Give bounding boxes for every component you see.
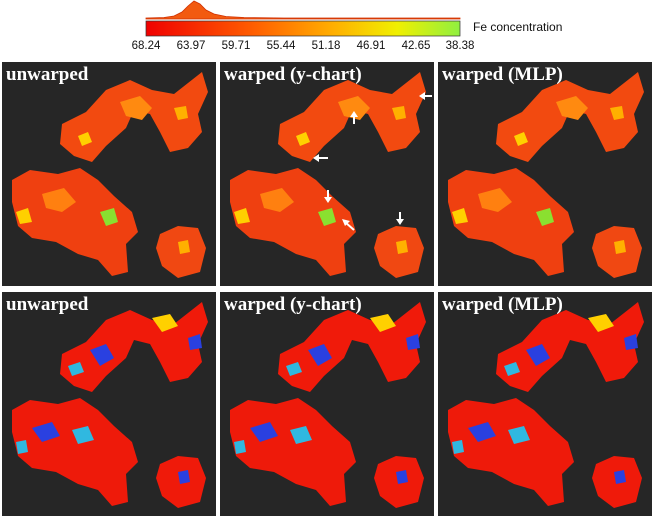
- panel-title: warped (y-chart): [224, 294, 362, 315]
- panel-top-warped-ychart: warped (y-chart): [220, 62, 434, 286]
- tissue-fragment-lower-left: [12, 168, 138, 276]
- fe-map-image: [12, 72, 208, 278]
- panel-bottom-unwarped: unwarped: [2, 292, 216, 516]
- panel-title: warped (MLP): [442, 64, 563, 85]
- tissue-fragment-lower-right: [592, 456, 642, 508]
- fe-map-image: [12, 302, 208, 508]
- arrow-left-icon: [419, 92, 432, 100]
- arrow-left-icon: [313, 154, 328, 162]
- panel-title: unwarped: [6, 64, 89, 85]
- panel-title: warped (y-chart): [224, 64, 362, 85]
- tissue-fragment-lower-right: [374, 226, 424, 278]
- tick-label: 63.97: [176, 40, 206, 52]
- tissue-fragment-upper: [496, 72, 644, 162]
- fe-map-image: [448, 302, 644, 508]
- tissue-fragment-lower-right: [156, 226, 206, 278]
- tissue-fragment-upper: [60, 302, 208, 392]
- arrow-up-icon: [350, 111, 358, 124]
- panel-bottom-warped-ychart: warped (y-chart): [220, 292, 434, 516]
- tissue-fragment-upper: [60, 72, 208, 162]
- fe-map-image: [448, 72, 644, 278]
- tissue-fragment-lower-left: [230, 398, 356, 506]
- tissue-fragment-lower-left: [12, 398, 138, 506]
- tissue-fragment-upper: [496, 302, 644, 392]
- panel-title: unwarped: [6, 294, 89, 315]
- tissue-fragment-upper: [278, 72, 426, 162]
- colorbar-label: Fe concentration: [473, 20, 563, 34]
- tick-label: 68.24: [131, 40, 161, 52]
- panel-bottom-warped-mlp: warped (MLP): [438, 292, 652, 516]
- fe-map-image: [230, 302, 426, 508]
- panel-title: warped (MLP): [442, 294, 563, 315]
- tissue-fragment-lower-right: [156, 456, 206, 508]
- tissue-fragment-lower-left: [448, 398, 574, 506]
- tick-label: 51.18: [311, 40, 341, 52]
- tissue-fragment-lower-right: [592, 226, 642, 278]
- arrow-down-icon: [324, 190, 332, 203]
- tick-label: 59.71: [221, 40, 251, 52]
- tissue-fragment-lower-left: [448, 168, 574, 276]
- tick-label: 38.38: [445, 40, 475, 52]
- tissue-fragment-upper: [278, 302, 426, 392]
- colorbar-gradient: [145, 20, 461, 37]
- annotation-arrows: [313, 92, 432, 231]
- panel-top-warped-mlp: warped (MLP): [438, 62, 652, 286]
- tissue-fragment-lower-right: [374, 456, 424, 508]
- tick-label: 42.65: [401, 40, 431, 52]
- tick-label: 46.91: [356, 40, 386, 52]
- colorbar-ticks: 68.24 63.97 59.71 55.44 51.18 46.91 42.6…: [132, 40, 475, 54]
- arrow-upleft-icon: [342, 219, 355, 231]
- concentration-histogram: [145, 0, 461, 20]
- fe-map-image: [230, 72, 432, 278]
- arrow-down-icon: [396, 212, 404, 225]
- tick-label: 55.44: [266, 40, 296, 52]
- panel-top-unwarped: unwarped: [2, 62, 216, 286]
- colorbar: [145, 0, 461, 37]
- tissue-fragment-lower-left: [230, 168, 356, 276]
